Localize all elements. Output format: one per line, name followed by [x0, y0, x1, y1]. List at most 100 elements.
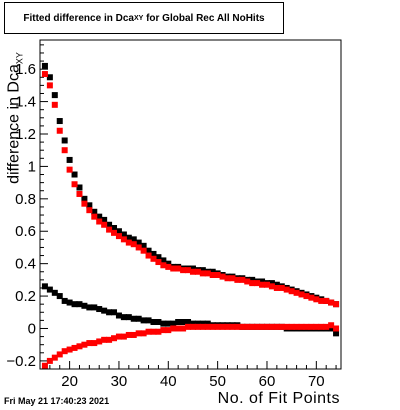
data-point [249, 323, 256, 330]
data-point [135, 315, 142, 322]
data-point [199, 267, 206, 274]
data-point [204, 323, 211, 330]
data-point [263, 281, 270, 288]
data-point [278, 284, 285, 291]
data-point [106, 336, 113, 343]
y-tick-label: 0.2 [15, 288, 36, 305]
data-point [111, 225, 118, 231]
data-point [249, 276, 256, 283]
data-point [273, 323, 280, 330]
data-point [170, 320, 177, 327]
title-main: Fitted difference in Dca [23, 12, 134, 24]
data-point [76, 184, 83, 191]
data-point [298, 291, 305, 298]
data-point [145, 247, 152, 254]
data-point [224, 323, 231, 330]
y-tick-label: 1.6 [15, 61, 36, 78]
data-point [41, 71, 48, 78]
data-point [155, 328, 162, 335]
data-point [125, 314, 132, 321]
data-point [189, 320, 196, 327]
data-point [51, 92, 58, 99]
data-point [145, 317, 152, 324]
data-point [180, 319, 187, 325]
data-point [194, 323, 201, 330]
data-point [125, 239, 132, 246]
data-point [106, 309, 113, 316]
data-point [61, 147, 68, 154]
data-point [66, 166, 73, 173]
data-point [259, 281, 266, 288]
data-point [293, 323, 300, 330]
data-point [288, 323, 295, 330]
x-tick-label: 30 [111, 373, 128, 390]
data-point [308, 323, 315, 330]
data-point [209, 272, 216, 278]
data-point [214, 323, 221, 330]
data-point [214, 272, 221, 278]
data-point [313, 323, 320, 330]
data-point [76, 343, 83, 350]
data-markers [41, 62, 340, 369]
data-point [313, 296, 320, 303]
data-point [115, 312, 122, 319]
data-point [111, 335, 118, 342]
y-tick-label: 1.4 [15, 94, 36, 111]
data-point [130, 236, 137, 243]
data-point [199, 323, 206, 330]
data-point [125, 234, 132, 241]
y-tick-label: 0.8 [15, 191, 36, 208]
data-point [91, 208, 98, 215]
x-tick-label: 20 [61, 373, 78, 390]
data-point [273, 284, 280, 291]
data-point [259, 278, 266, 285]
data-point [71, 171, 78, 178]
timestamp-footer: Fri May 21 17:40:23 2021 [4, 396, 110, 406]
x-tick-label: 60 [259, 373, 276, 390]
title-rest: for Global Rec All NoHits [143, 12, 265, 24]
data-point [259, 323, 266, 330]
data-point [145, 252, 152, 259]
data-point [283, 323, 290, 330]
x-axis-label: No. of Fit Points [217, 390, 340, 407]
data-point [170, 325, 177, 332]
data-point [323, 323, 330, 330]
data-point [160, 257, 167, 264]
y-tick-label: −0.2 [6, 353, 36, 370]
data-point [96, 338, 103, 345]
data-point [51, 354, 58, 361]
data-point [150, 250, 157, 257]
data-point [209, 323, 216, 330]
data-point [283, 286, 290, 293]
data-point [130, 241, 137, 248]
data-point [234, 276, 241, 283]
data-point [115, 228, 122, 235]
data-point [46, 82, 53, 89]
data-point [61, 297, 68, 304]
data-point [185, 319, 192, 325]
data-point [41, 283, 48, 290]
data-point [189, 265, 196, 272]
data-point [318, 297, 325, 304]
y-tick-label: 1.2 [15, 126, 36, 143]
data-point [219, 323, 226, 330]
data-point [120, 231, 127, 238]
data-point [165, 320, 172, 327]
data-point [165, 263, 172, 270]
y-axis-label: difference in DcaXY [5, 52, 24, 184]
data-point [303, 293, 310, 300]
data-point [303, 323, 310, 330]
data-point [81, 195, 88, 202]
data-point [268, 283, 275, 290]
data-point [175, 265, 182, 272]
data-point [180, 325, 187, 332]
data-point [41, 62, 48, 69]
data-point [204, 320, 211, 327]
data-point [160, 262, 167, 269]
data-point [81, 200, 88, 207]
data-point [273, 281, 280, 288]
data-point [219, 273, 226, 280]
data-point [189, 268, 196, 275]
data-point [155, 254, 162, 261]
y-tick-label: 0.6 [15, 223, 36, 240]
